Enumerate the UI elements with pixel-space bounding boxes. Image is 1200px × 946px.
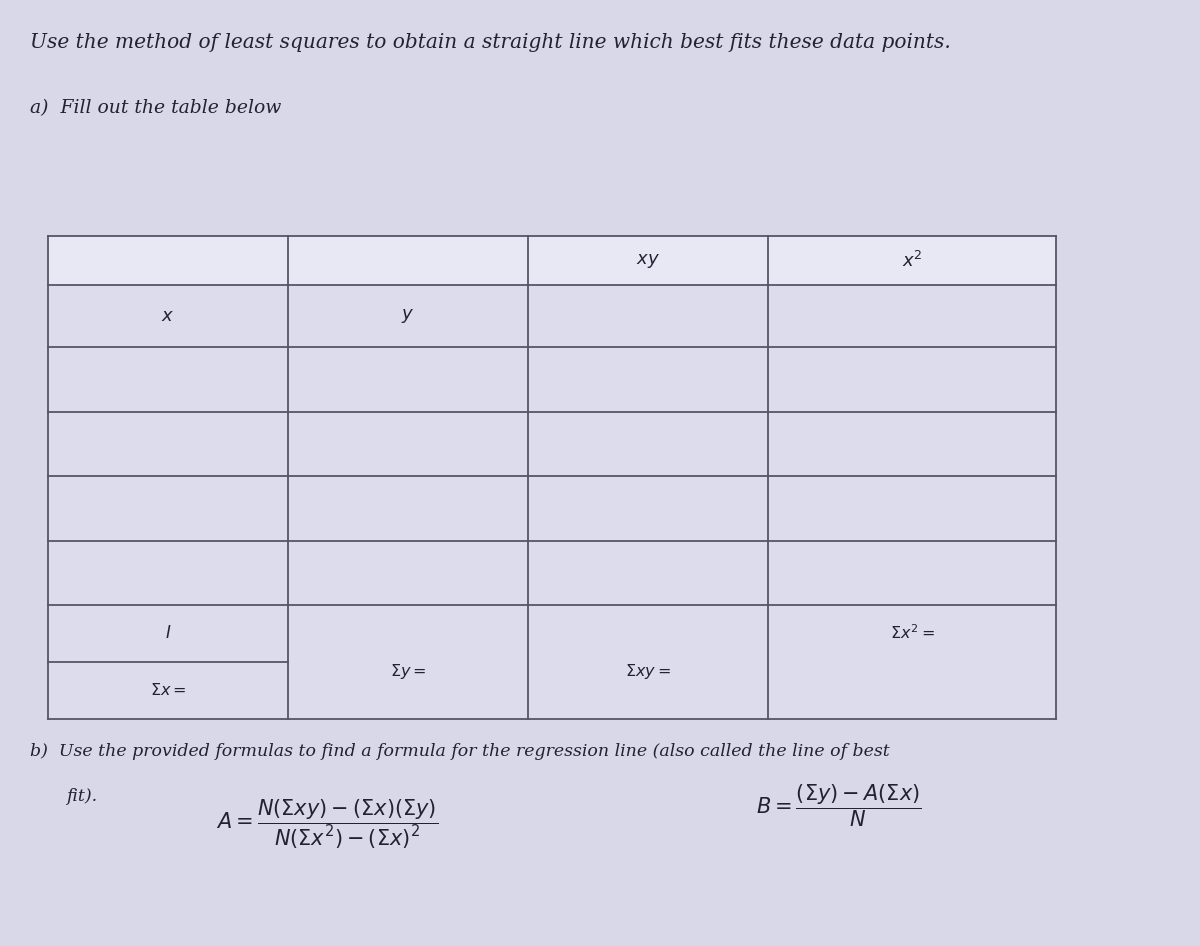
Bar xyxy=(768,477,1056,541)
Text: $\Sigma x =$: $\Sigma x =$ xyxy=(150,682,186,699)
Bar xyxy=(528,541,768,605)
Text: Use the method of least squares to obtain a straight line which best fits these : Use the method of least squares to obtai… xyxy=(30,33,950,52)
Bar xyxy=(48,605,288,719)
Bar xyxy=(288,412,528,477)
Bar xyxy=(48,412,288,477)
Bar xyxy=(288,541,528,605)
Text: $x^2$: $x^2$ xyxy=(901,251,923,271)
Bar xyxy=(768,236,1056,285)
Text: fit).: fit). xyxy=(66,788,97,805)
Bar xyxy=(528,347,768,412)
Bar xyxy=(48,285,288,347)
Text: $xy$: $xy$ xyxy=(636,252,660,270)
Bar xyxy=(768,541,1056,605)
Bar xyxy=(288,347,528,412)
Text: $\Sigma xy =$: $\Sigma xy =$ xyxy=(625,662,671,681)
Bar xyxy=(528,412,768,477)
Bar xyxy=(528,285,768,347)
Bar xyxy=(48,347,288,412)
Bar xyxy=(48,541,288,605)
Text: $\Sigma x^2 =$: $\Sigma x^2 =$ xyxy=(889,624,935,643)
Text: $A = \dfrac{N(\Sigma xy) - (\Sigma x)(\Sigma y)}{N(\Sigma x^2) - (\Sigma x)^2}$: $A = \dfrac{N(\Sigma xy) - (\Sigma x)(\S… xyxy=(216,797,438,850)
Bar xyxy=(288,236,528,285)
Bar xyxy=(768,285,1056,347)
Bar xyxy=(768,605,1056,719)
Bar xyxy=(288,285,528,347)
Text: $x$: $x$ xyxy=(161,307,175,325)
Text: $y$: $y$ xyxy=(401,307,415,325)
Bar xyxy=(768,347,1056,412)
Bar xyxy=(528,236,768,285)
Bar xyxy=(288,605,528,719)
Bar xyxy=(768,412,1056,477)
Bar xyxy=(288,477,528,541)
Bar xyxy=(48,236,288,285)
Bar xyxy=(528,477,768,541)
Text: $\Sigma y =$: $\Sigma y =$ xyxy=(390,662,426,681)
Bar xyxy=(48,477,288,541)
Text: $B = \dfrac{(\Sigma y) - A(\Sigma x)}{N}$: $B = \dfrac{(\Sigma y) - A(\Sigma x)}{N}… xyxy=(756,782,922,829)
Bar xyxy=(528,605,768,719)
Text: b)  Use the provided formulas to find a formula for the regression line (also ca: b) Use the provided formulas to find a f… xyxy=(30,743,889,760)
Text: $I$: $I$ xyxy=(164,625,172,642)
Text: a)  Fill out the table below: a) Fill out the table below xyxy=(30,99,281,117)
